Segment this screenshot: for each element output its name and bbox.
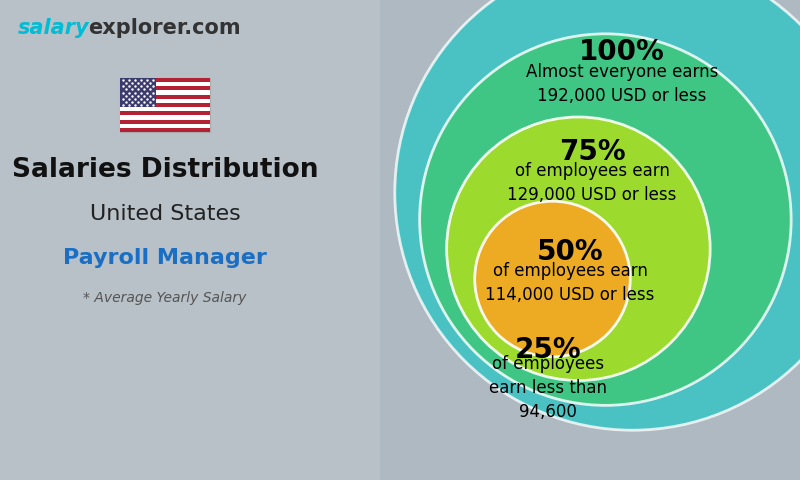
Bar — [120, 78, 210, 82]
Text: * Average Yearly Salary: * Average Yearly Salary — [83, 291, 246, 305]
Text: 50%: 50% — [537, 238, 603, 266]
Bar — [120, 128, 210, 132]
Text: Payroll Manager: Payroll Manager — [63, 248, 267, 268]
Bar — [120, 90, 210, 95]
Bar — [120, 111, 210, 115]
Circle shape — [474, 201, 630, 357]
Bar — [120, 95, 210, 99]
Bar — [120, 82, 210, 86]
Bar — [120, 78, 210, 132]
Text: of employees
earn less than
94,600: of employees earn less than 94,600 — [489, 355, 607, 421]
FancyBboxPatch shape — [0, 0, 380, 480]
Text: explorer.com: explorer.com — [88, 18, 241, 38]
Bar — [120, 107, 210, 111]
Text: of employees earn
129,000 USD or less: of employees earn 129,000 USD or less — [507, 162, 677, 204]
Text: 75%: 75% — [558, 138, 626, 166]
Bar — [120, 103, 210, 107]
Circle shape — [446, 117, 710, 381]
Bar — [120, 115, 210, 120]
Text: 100%: 100% — [579, 38, 665, 66]
Circle shape — [420, 34, 791, 405]
Bar — [120, 78, 156, 107]
Circle shape — [394, 0, 800, 430]
Text: Almost everyone earns
192,000 USD or less: Almost everyone earns 192,000 USD or les… — [526, 63, 718, 105]
Text: 25%: 25% — [514, 336, 582, 364]
Bar — [120, 99, 210, 103]
Text: Salaries Distribution: Salaries Distribution — [12, 157, 318, 183]
Bar — [120, 86, 210, 90]
Text: United States: United States — [90, 204, 240, 224]
Text: salary: salary — [18, 18, 90, 38]
Bar — [120, 124, 210, 128]
Text: of employees earn
114,000 USD or less: of employees earn 114,000 USD or less — [486, 262, 654, 304]
Bar — [120, 120, 210, 124]
